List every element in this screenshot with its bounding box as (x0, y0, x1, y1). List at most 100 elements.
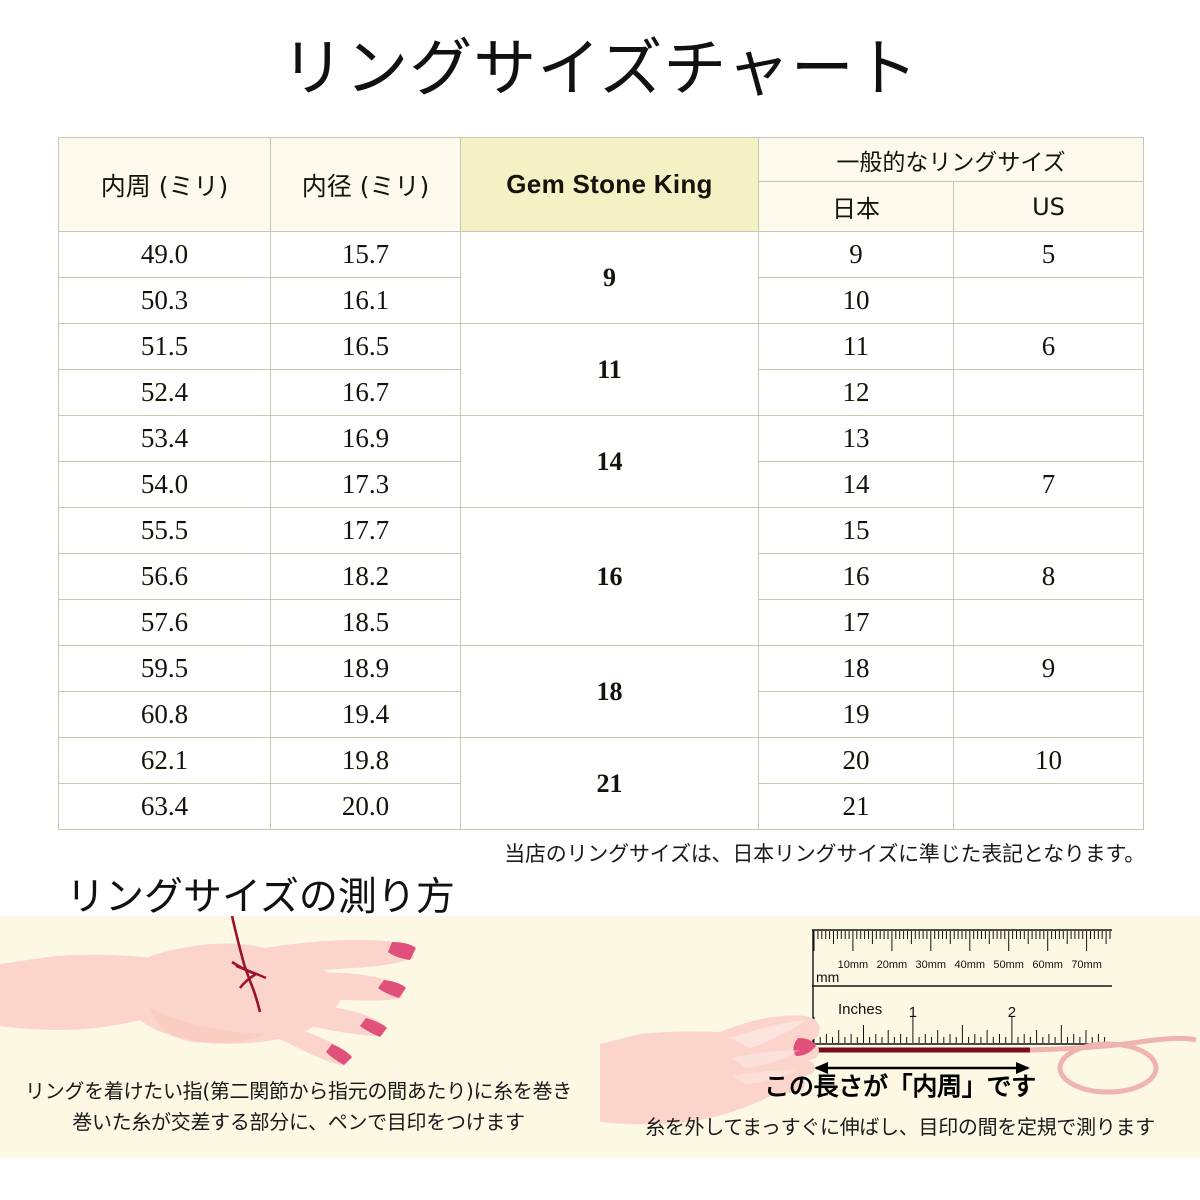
table-row: 55.5 17.7 16 15 (58, 507, 1144, 646)
cell-japan-size: 13 (758, 415, 954, 462)
cell-inner-diameter: 18.9 (270, 645, 461, 692)
howto-section-title: リングサイズの測り方 (66, 875, 455, 920)
howto-left-caption-line2: 巻いた糸が交差する部分に、ペンで目印をつけます (72, 1110, 525, 1134)
cell-gem-stone-king-size: 11 (460, 323, 759, 416)
cell-inner-diameter: 16.5 (270, 323, 461, 370)
cell-inner-circumference: 51.5 (58, 323, 271, 370)
cell-us-size (953, 507, 1144, 554)
cell-inner-circumference: 53.4 (58, 415, 271, 462)
howto-left-caption-line1: リングを着けたい指(第二関節から指元の間あたり)に糸を巻き (25, 1079, 572, 1103)
header-inner-circumference: 内周 (ミリ) (58, 137, 271, 232)
table-body: 49.0 15.7 9 9 5 50.3 16.1 10 51.5 16.5 11 11 6 52.4 16… (58, 231, 1144, 830)
cell-japan-size: 10 (758, 277, 954, 324)
cell-inner-diameter: 20.0 (270, 783, 461, 830)
ruler-mm-tick-label: 30mm (916, 959, 947, 971)
cell-inner-circumference: 54.0 (58, 461, 271, 508)
cell-inner-circumference: 49.0 (58, 231, 271, 278)
table-row: 63.4 20.0 21 (58, 783, 1144, 830)
cell-us-size: 8 (953, 553, 1144, 600)
cell-us-size (953, 277, 1144, 324)
header-common-ring-size: 一般的なリングサイズ (758, 137, 1144, 182)
cell-us-size (953, 369, 1144, 416)
cell-inner-circumference: 52.4 (58, 369, 271, 416)
table-row: 49.0 15.7 9 9 5 (58, 231, 1144, 324)
table-row: 62.1 19.8 21 20 10 (58, 737, 1144, 830)
howto-panels: リングを着けたい指(第二関節から指元の間あたり)に糸を巻き 巻いた糸が交差する部… (0, 915, 1200, 1158)
cell-us-size (953, 599, 1144, 646)
howto-panel-left: リングを着けたい指(第二関節から指元の間あたり)に糸を巻き 巻いた糸が交差する部… (0, 915, 597, 1158)
ruler-mm-tick-label: 50mm (993, 959, 1024, 971)
cell-japan-size: 15 (758, 507, 954, 554)
cell-inner-circumference: 63.4 (58, 783, 271, 830)
howto-panel-right: 10mm 20mm 30mm 40mm 50mm 60mm 70mm mm Inches 1… (600, 916, 1200, 1158)
header-row-sub: 日本 US (59, 181, 1144, 232)
table-row: 57.6 18.5 17 (58, 599, 1144, 646)
table-row: 53.4 16.9 14 13 (58, 415, 1144, 508)
ruler-inch-tick-label: 1 (909, 1004, 917, 1021)
cell-us-size: 6 (953, 323, 1144, 370)
cell-us-size (953, 415, 1144, 462)
cell-inner-diameter: 19.4 (270, 691, 461, 738)
ruler-mm-tick-label: 10mm (838, 959, 869, 971)
header-row-top: 内周 (ミリ) 内径 (ミリ) Gem Stone King 一般的なリングサイ… (58, 137, 1144, 232)
cell-inner-diameter: 15.7 (270, 231, 461, 278)
header-japan: 日本 (758, 181, 954, 232)
cell-inner-circumference: 60.8 (58, 691, 271, 738)
cell-us-size: 9 (953, 645, 1144, 692)
header-inner-diameter: 内径 (ミリ) (270, 137, 461, 232)
ruler-mm-tick-label: 70mm (1071, 959, 1102, 971)
table-footnote: 当店のリングサイズは、日本リングサイズに準じた表記となります。 (504, 842, 1145, 866)
cell-japan-size: 21 (758, 783, 954, 830)
cell-us-size: 5 (953, 231, 1144, 278)
cell-inner-circumference: 59.5 (58, 645, 271, 692)
cell-gem-stone-king-size: 18 (460, 645, 759, 738)
ruler-mm-label: mm (816, 969, 839, 985)
cell-us-size (953, 691, 1144, 738)
ruler-mm-tick-label: 60mm (1032, 959, 1063, 971)
cell-japan-size: 14 (758, 461, 954, 508)
cell-inner-circumference: 57.6 (58, 599, 271, 646)
cell-us-size (953, 783, 1144, 830)
howto-right-caption: 糸を外してまっすぐに伸ばし、目印の間を定規で測ります (645, 1115, 1155, 1139)
header-us: US (953, 181, 1144, 232)
cell-inner-diameter: 18.2 (270, 553, 461, 600)
page-title: リングサイズチャート (281, 32, 919, 105)
table-row: 59.5 18.9 18 18 9 (58, 645, 1144, 738)
cell-japan-size: 9 (758, 231, 954, 278)
howto-measure-label: この長さが「内周」です (764, 1072, 1036, 1101)
cell-inner-diameter: 19.8 (270, 737, 461, 784)
cell-japan-size: 16 (758, 553, 954, 600)
header-gem-stone-king: Gem Stone King (460, 137, 759, 232)
cell-japan-size: 17 (758, 599, 954, 646)
howto-left-caption: リングを着けたい指(第二関節から指元の間あたり)に糸を巻き 巻いた糸が交差する部… (0, 1076, 597, 1138)
ruler-measure-illustration: 10mm 20mm 30mm 40mm 50mm 60mm 70mm mm Inches 1… (600, 928, 1197, 1125)
table-row: 54.0 17.3 14 7 (58, 461, 1144, 508)
ruler-mm-tick-label: 40mm (955, 959, 986, 971)
ruler-inches-label: Inches (838, 1001, 882, 1018)
cell-japan-size: 18 (758, 645, 954, 692)
cell-japan-size: 20 (758, 737, 954, 784)
ruler-mm-tick-label: 20mm (877, 959, 908, 971)
cell-japan-size: 12 (758, 369, 954, 416)
cell-japan-size: 19 (758, 691, 954, 738)
cell-inner-diameter: 17.3 (270, 461, 461, 508)
cell-gem-stone-king-size: 21 (460, 737, 759, 830)
cell-inner-diameter: 16.9 (270, 415, 461, 462)
table-row: 51.5 16.5 11 11 6 (58, 323, 1144, 416)
cell-gem-stone-king-size: 9 (460, 231, 759, 324)
cell-inner-diameter: 17.7 (270, 507, 461, 554)
hand-with-thread-illustration (0, 915, 416, 1066)
table-row: 56.6 18.2 16 8 (58, 553, 1144, 600)
cell-inner-circumference: 50.3 (58, 277, 271, 324)
cell-japan-size: 11 (758, 323, 954, 370)
cell-gem-stone-king-size: 14 (460, 415, 759, 508)
cell-gem-stone-king-size: 16 (460, 507, 759, 646)
table-header: 内周 (ミリ) 内径 (ミリ) Gem Stone King 一般的なリングサイ… (58, 137, 1144, 232)
cell-inner-diameter: 18.5 (270, 599, 461, 646)
cell-inner-circumference: 62.1 (58, 737, 271, 784)
cell-inner-circumference: 56.6 (58, 553, 271, 600)
ruler-inch-tick-label: 2 (1008, 1004, 1016, 1021)
cell-us-size: 7 (953, 461, 1144, 508)
table-row: 60.8 19.4 19 (58, 691, 1144, 738)
